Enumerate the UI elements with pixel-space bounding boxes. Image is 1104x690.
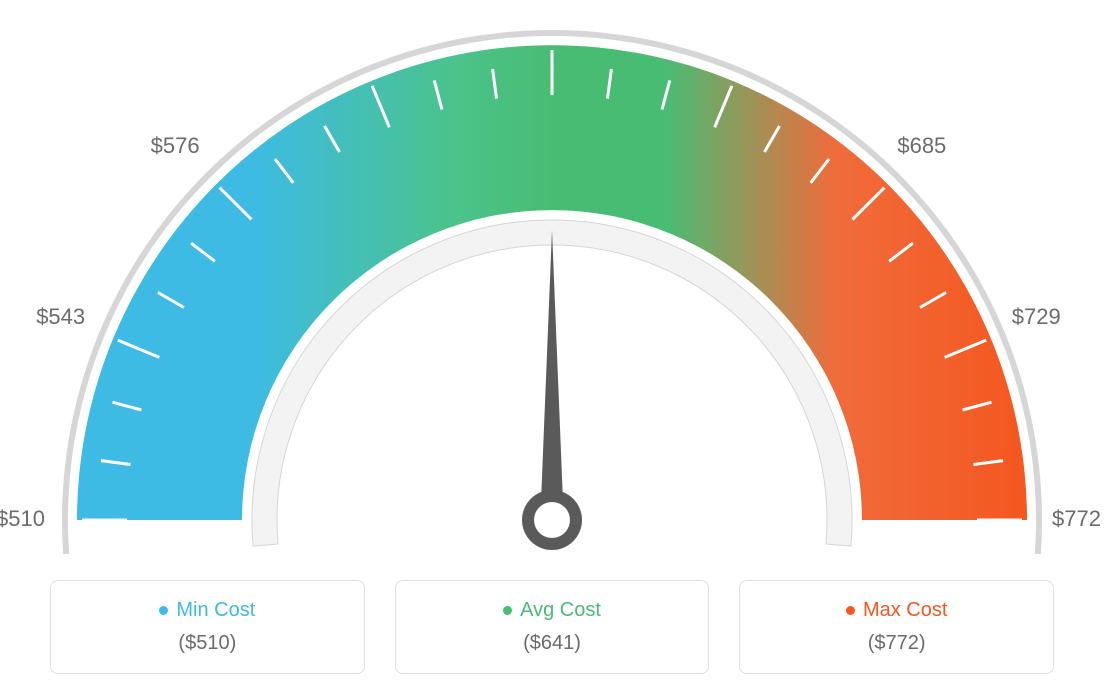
gauge-chart: $510 $543 $576 $641 $685 $729 $772	[0, 0, 1104, 570]
legend-card-max: Max Cost ($772)	[739, 580, 1054, 674]
legend-card-avg: Avg Cost ($641)	[395, 580, 710, 674]
gauge-tick-label: $772	[1052, 506, 1101, 532]
legend-value: ($772)	[760, 632, 1033, 655]
legend-card-min: Min Cost ($510)	[50, 580, 365, 674]
legend-value: ($510)	[71, 632, 344, 655]
legend-value: ($641)	[416, 632, 689, 655]
gauge-tick-label: $685	[897, 133, 946, 159]
legend-title-avg: Avg Cost	[503, 599, 601, 622]
legend-label: Max Cost	[863, 599, 947, 622]
dot-icon	[159, 606, 168, 615]
legend-title-min: Min Cost	[159, 599, 255, 622]
legend-title-max: Max Cost	[846, 599, 947, 622]
legend-label: Avg Cost	[520, 599, 601, 622]
gauge-svg	[52, 20, 1052, 580]
gauge-tick-label: $729	[1012, 304, 1061, 330]
gauge-tick-label: $576	[151, 133, 200, 159]
gauge-tick-label: $641	[524, 0, 573, 4]
legend-row: Min Cost ($510) Avg Cost ($641) Max Cost…	[0, 580, 1104, 674]
legend-label: Min Cost	[176, 599, 255, 622]
dot-icon	[503, 606, 512, 615]
dot-icon	[846, 606, 855, 615]
gauge-tick-label: $510	[0, 506, 45, 532]
gauge-tick-label: $543	[36, 304, 85, 330]
